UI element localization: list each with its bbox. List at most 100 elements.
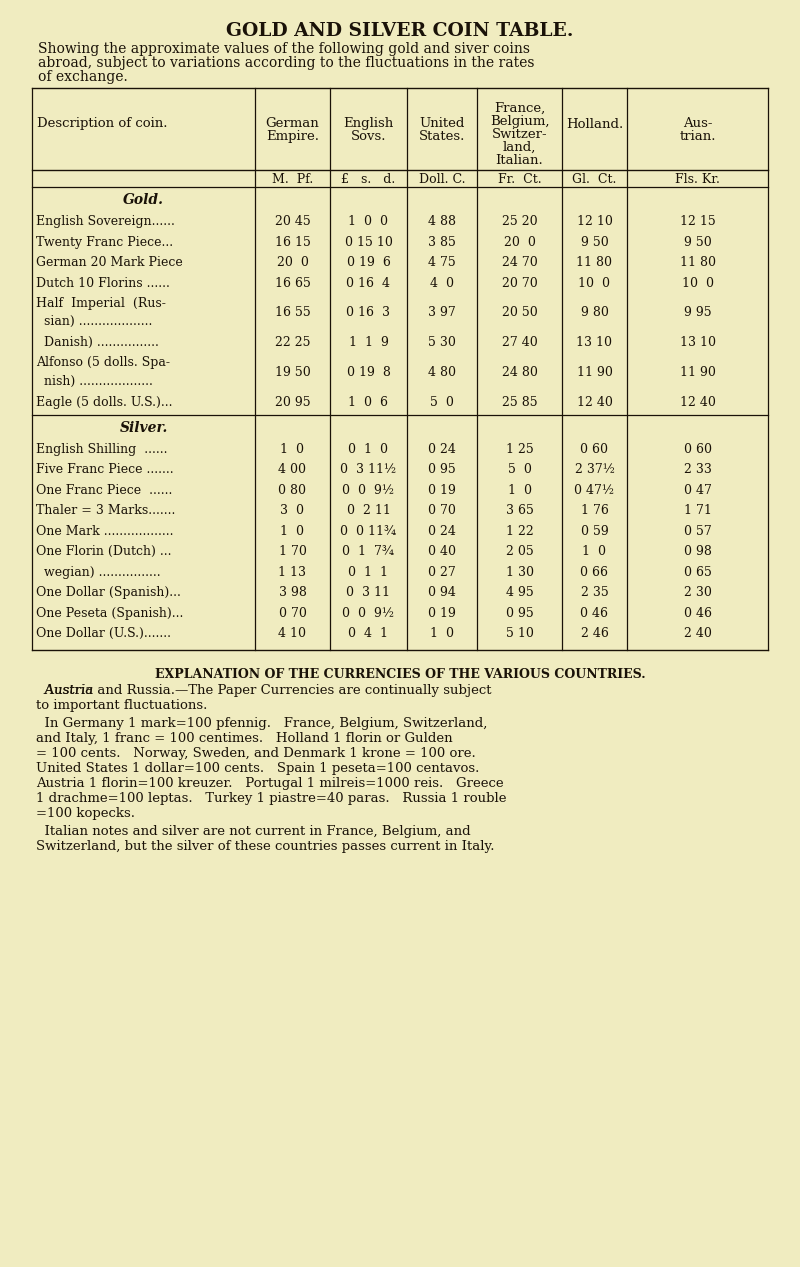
Text: 0 24: 0 24 — [428, 442, 456, 456]
Text: 0 80: 0 80 — [278, 484, 306, 497]
Text: 0 95: 0 95 — [506, 607, 534, 620]
Text: Aus-: Aus- — [682, 117, 712, 131]
Text: 0 46: 0 46 — [581, 607, 609, 620]
Text: 3 85: 3 85 — [428, 236, 456, 248]
Text: Switzerland, but the silver of these countries passes current in Italy.: Switzerland, but the silver of these cou… — [36, 840, 494, 853]
Text: sian) ...................: sian) ................... — [36, 315, 152, 328]
Text: 1 22: 1 22 — [506, 525, 534, 537]
Text: 13 10: 13 10 — [679, 336, 715, 350]
Text: Empire.: Empire. — [266, 131, 319, 143]
Text: 12 15: 12 15 — [680, 215, 715, 228]
Text: 1 25: 1 25 — [506, 442, 534, 456]
Text: Switzer-: Switzer- — [492, 128, 547, 141]
Text: 9 50: 9 50 — [581, 236, 608, 248]
Text: 24 70: 24 70 — [502, 256, 538, 270]
Text: to important fluctuations.: to important fluctuations. — [36, 699, 207, 712]
Text: 1 30: 1 30 — [506, 566, 534, 579]
Text: Thaler = 3 Marks.......: Thaler = 3 Marks....... — [36, 504, 175, 517]
Text: 0 66: 0 66 — [581, 566, 609, 579]
Text: One Florin (Dutch) ...: One Florin (Dutch) ... — [36, 545, 171, 559]
Text: 3  0: 3 0 — [281, 504, 305, 517]
Text: 5  0: 5 0 — [430, 395, 454, 409]
Text: 25 20: 25 20 — [502, 215, 538, 228]
Text: 20 50: 20 50 — [502, 307, 538, 319]
Text: 0 46: 0 46 — [683, 607, 711, 620]
Text: Fls. Kr.: Fls. Kr. — [675, 174, 720, 186]
Text: 1 13: 1 13 — [278, 566, 306, 579]
Text: 1  0: 1 0 — [582, 545, 606, 559]
Text: 0  3 11: 0 3 11 — [346, 587, 390, 599]
Text: English: English — [343, 117, 394, 131]
Text: 4 88: 4 88 — [428, 215, 456, 228]
Text: 1 drachme=100 leptas.   Turkey 1 piastre=40 paras.   Russia 1 rouble: 1 drachme=100 leptas. Turkey 1 piastre=4… — [36, 792, 506, 805]
Text: 1 70: 1 70 — [278, 545, 306, 559]
Text: 0 19  6: 0 19 6 — [346, 256, 390, 270]
Text: and Italy, 1 franc = 100 centimes.   Holland 1 florin or Gulden: and Italy, 1 franc = 100 centimes. Holla… — [36, 732, 453, 745]
Text: Danish) ................: Danish) ................ — [36, 336, 159, 350]
Text: 10  0: 10 0 — [578, 276, 610, 290]
Text: 2 33: 2 33 — [683, 464, 711, 476]
Text: 5  0: 5 0 — [507, 464, 531, 476]
Text: Dutch 10 Florins ......: Dutch 10 Florins ...... — [36, 276, 170, 290]
Text: 24 80: 24 80 — [502, 366, 538, 379]
Text: 1  0: 1 0 — [281, 525, 305, 537]
Text: 16 55: 16 55 — [274, 307, 310, 319]
Text: 0 60: 0 60 — [581, 442, 609, 456]
Text: One Dollar (Spanish)...: One Dollar (Spanish)... — [36, 587, 181, 599]
Text: In Germany 1 mark=100 pfennig.   France, Belgium, Switzerland,: In Germany 1 mark=100 pfennig. France, B… — [36, 717, 487, 730]
Text: 0 47½: 0 47½ — [574, 484, 614, 497]
Text: trian.: trian. — [679, 131, 716, 143]
Text: 1  1  9: 1 1 9 — [349, 336, 389, 350]
Text: GOLD AND SILVER COIN TABLE.: GOLD AND SILVER COIN TABLE. — [226, 22, 574, 41]
Text: 0  3 11½: 0 3 11½ — [341, 464, 397, 476]
Text: One Dollar (U.S.).......: One Dollar (U.S.)....... — [36, 627, 171, 640]
Text: 5 30: 5 30 — [428, 336, 456, 350]
Text: 2 37½: 2 37½ — [574, 464, 614, 476]
Text: 4 95: 4 95 — [506, 587, 534, 599]
Text: 2 30: 2 30 — [683, 587, 711, 599]
Text: Gl.  Ct.: Gl. Ct. — [572, 174, 617, 186]
Text: 11 80: 11 80 — [679, 256, 715, 270]
Text: Italian.: Italian. — [496, 155, 543, 167]
Text: 1  0: 1 0 — [430, 627, 454, 640]
Text: 0  1  0: 0 1 0 — [349, 442, 389, 456]
Text: United: United — [419, 117, 465, 131]
Text: 0 47: 0 47 — [683, 484, 711, 497]
Text: 0 16  4: 0 16 4 — [346, 276, 390, 290]
Text: Half  Imperial  (Rus-: Half Imperial (Rus- — [36, 296, 166, 309]
Text: 4 10: 4 10 — [278, 627, 306, 640]
Text: 1 76: 1 76 — [581, 504, 609, 517]
Text: £   s.   d.: £ s. d. — [342, 174, 396, 186]
Text: 20  0: 20 0 — [277, 256, 309, 270]
Text: 0 98: 0 98 — [683, 545, 711, 559]
Text: 2 40: 2 40 — [683, 627, 711, 640]
Text: 9 80: 9 80 — [581, 307, 609, 319]
Text: 3 65: 3 65 — [506, 504, 534, 517]
Text: 0 70: 0 70 — [428, 504, 456, 517]
Text: land,: land, — [503, 141, 536, 155]
Text: Gold.: Gold. — [123, 194, 164, 208]
Text: nish) ...................: nish) ................... — [36, 375, 153, 388]
Text: Austria: Austria — [36, 684, 94, 697]
Text: 22 25: 22 25 — [274, 336, 310, 350]
Text: 0  0  9½: 0 0 9½ — [342, 484, 394, 497]
Text: Showing the approximate values of the following gold and siver coins: Showing the approximate values of the fo… — [38, 42, 530, 56]
Text: 2 05: 2 05 — [506, 545, 534, 559]
Text: 11 90: 11 90 — [679, 366, 715, 379]
Text: 4 00: 4 00 — [278, 464, 306, 476]
Text: 1  0: 1 0 — [281, 442, 305, 456]
Text: 0 15 10: 0 15 10 — [345, 236, 393, 248]
Text: Sovs.: Sovs. — [350, 131, 386, 143]
Text: 0 19: 0 19 — [428, 484, 456, 497]
Text: German 20 Mark Piece: German 20 Mark Piece — [36, 256, 182, 270]
Text: = 100 cents.   Norway, Sweden, and Denmark 1 krone = 100 ore.: = 100 cents. Norway, Sweden, and Denmark… — [36, 748, 476, 760]
Text: 0  0 11¾: 0 0 11¾ — [341, 525, 397, 537]
Text: 3 97: 3 97 — [428, 307, 456, 319]
Text: 0 19  8: 0 19 8 — [346, 366, 390, 379]
Text: Austria 1 florin=100 kreuzer.   Portugal 1 milreis=1000 reis.   Greece: Austria 1 florin=100 kreuzer. Portugal 1… — [36, 777, 504, 791]
Text: One Peseta (Spanish)...: One Peseta (Spanish)... — [36, 607, 183, 620]
Text: 20 70: 20 70 — [502, 276, 538, 290]
Text: One Franc Piece  ......: One Franc Piece ...... — [36, 484, 172, 497]
Text: 0  4  1: 0 4 1 — [349, 627, 389, 640]
Text: 27 40: 27 40 — [502, 336, 538, 350]
